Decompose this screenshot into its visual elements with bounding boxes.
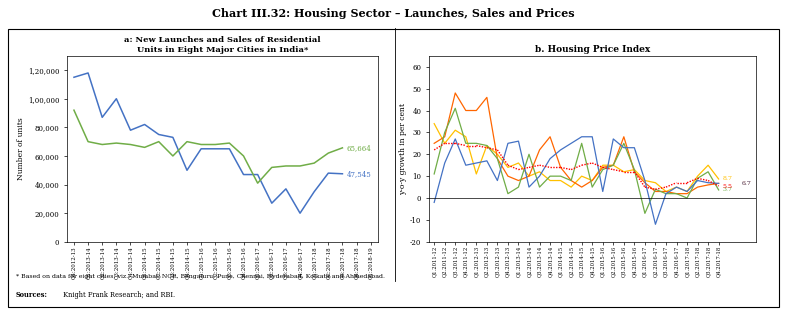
Text: 47,545: 47,545 [347, 170, 371, 178]
Text: 6.7: 6.7 [742, 181, 752, 186]
Title: a: New Launches and Sales of Residential
Units in Eight Major Cities in India*: a: New Launches and Sales of Residential… [124, 37, 320, 54]
Text: Sources:: Sources: [16, 291, 48, 299]
Title: b. Housing Price Index: b. Housing Price Index [534, 45, 650, 54]
Text: 65,664: 65,664 [347, 144, 371, 152]
Text: 6.7: 6.7 [742, 181, 752, 186]
Text: * Based on data for eight cities, viz., Mumbai, NCR, Bengaluru, Pune, Chennai, H: * Based on data for eight cities, viz., … [16, 274, 385, 279]
Text: 5.5: 5.5 [722, 184, 733, 188]
Text: Chart III.32: Housing Sector – Launches, Sales and Prices: Chart III.32: Housing Sector – Launches,… [212, 8, 575, 19]
Text: Knight Frank Research; and RBI.: Knight Frank Research; and RBI. [61, 291, 176, 299]
Text: 8.7: 8.7 [722, 176, 733, 181]
Text: 3.7: 3.7 [722, 188, 733, 193]
Y-axis label: y-o-y growth in per cent: y-o-y growth in per cent [399, 103, 407, 195]
Y-axis label: Number of units: Number of units [17, 117, 25, 180]
